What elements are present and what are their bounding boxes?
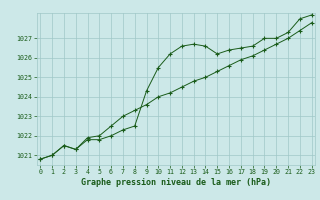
X-axis label: Graphe pression niveau de la mer (hPa): Graphe pression niveau de la mer (hPa) (81, 178, 271, 187)
